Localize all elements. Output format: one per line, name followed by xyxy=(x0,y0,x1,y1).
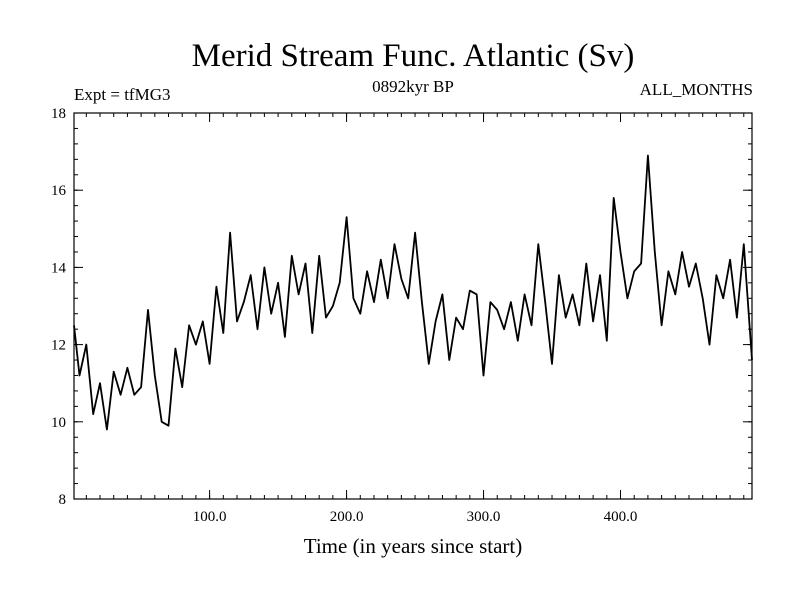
expt-label: Expt = tfMG3 xyxy=(74,85,170,104)
chart-title: Merid Stream Func. Atlantic (Sv) xyxy=(192,38,635,74)
plot-frame xyxy=(73,112,753,500)
x-tick-label: 200.0 xyxy=(330,509,364,525)
x-axis-label: Time (in years since start) xyxy=(304,534,523,558)
y-tick-label: 12 xyxy=(51,338,66,354)
x-tick-label: 300.0 xyxy=(467,509,501,525)
period-label: 0892kyr BP xyxy=(372,77,454,96)
x-tick-label: 100.0 xyxy=(193,509,227,525)
months-label: ALL_MONTHS xyxy=(640,80,753,99)
y-tick-label: 14 xyxy=(51,260,67,276)
y-tick-label: 16 xyxy=(51,183,67,199)
data-series-line xyxy=(73,154,753,431)
y-tick-label: 8 xyxy=(59,492,67,508)
axes: 8 10 12 14 16 18 100.0 200.0 300.0 400.0 xyxy=(51,106,752,525)
y-tick-label: 10 xyxy=(51,415,66,431)
y-tick-label: 18 xyxy=(51,106,66,122)
x-tick-label: 400.0 xyxy=(604,509,638,525)
